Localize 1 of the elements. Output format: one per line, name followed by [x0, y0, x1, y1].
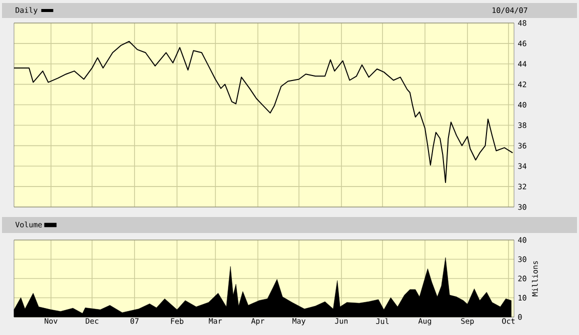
line-series	[14, 40, 514, 183]
